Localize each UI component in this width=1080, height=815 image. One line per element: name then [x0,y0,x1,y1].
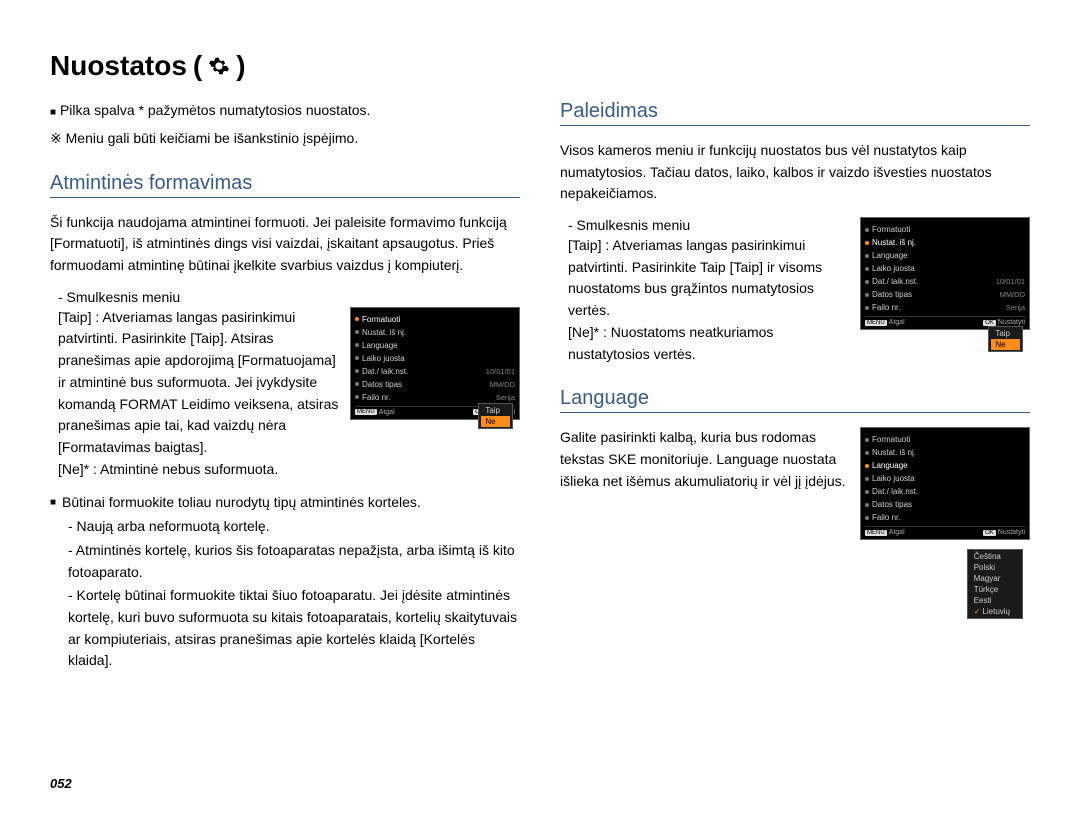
page-number: 052 [50,776,72,791]
format-ne: [Ne]* : Atmintinė nebus suformuota. [58,459,340,481]
heading-reset: Paleidimas [560,100,1030,126]
format-options-row: [Taip] : Atveriamas langas pasirinkimui … [58,307,520,481]
format-taip: [Taip] : Atveriamas langas pasirinkimui … [58,307,340,459]
note-grey-default: ■ Pilka spalva * pažymėtos numatytosios … [50,100,520,124]
title-text: Nuostatos [50,50,187,82]
reset-text-side: - Smulkesnis meniu [Taip] : Atveriamas l… [560,217,848,365]
format-must-block: ■ Būtinai formuokite toliau nurodytų tip… [50,492,520,672]
reset-row: - Smulkesnis meniu [Taip] : Atveriamas l… [560,217,1030,365]
format-options-text: [Taip] : Atveriamas langas pasirinkimui … [58,307,340,481]
format-b1: - Naują arba neformuotą kortelę. [68,516,520,538]
reset-submenu-label: - Smulkesnis meniu [568,217,848,233]
left-column: ■ Pilka spalva * pažymėtos numatytosios … [50,100,520,672]
lcd-format-wrap: FormatuotiNustat. iš nj.LanguageLaiko ju… [350,307,520,420]
format-b3: - Kortelę būtinai formuokite tiktai šiuo… [68,585,520,672]
format-submenu-label: - Smulkesnis meniu [58,289,520,305]
page-title: Nuostatos ( ) [50,50,1030,82]
language-body: Galite pasirinkti kalbą, kuria bus rodom… [560,427,848,492]
lcd-reset: FormatuotiNustat. iš nj.LanguageLaiko ju… [860,217,1030,330]
lcd-reset-wrap: FormatuotiNustat. iš nj.LanguageLaiko ju… [860,217,1030,330]
two-column-layout: ■ Pilka spalva * pažymėtos numatytosios … [50,100,1030,672]
lcd-language-wrap: FormatuotiNustat. iš nj.LanguageLaiko ju… [860,427,1030,540]
heading-format: Atmintinės formavimas [50,172,520,198]
heading-language: Language [560,387,1030,413]
reset-intro: Visos kameros meniu ir funkcijų nuostato… [560,140,1030,205]
format-sub-bullets: - Naują arba neformuotą kortelę. - Atmin… [68,516,520,672]
title-paren-open: ( [193,50,202,82]
format-intro: Ši funkcija naudojama atmintinei formuot… [50,212,520,277]
lcd-language: FormatuotiNustat. iš nj.LanguageLaiko ju… [860,427,1030,540]
title-paren-close: ) [236,50,245,82]
note-menu-change: ※ Meniu gali būti keičiami be išankstini… [50,128,520,150]
format-must-lead: ■ Būtinai formuokite toliau nurodytų tip… [50,492,520,514]
gear-icon [208,55,230,77]
reset-options: [Taip] : Atveriamas langas pasirinkimui … [568,235,848,365]
lcd-format: FormatuotiNustat. iš nj.LanguageLaiko ju… [350,307,520,420]
reset-ne: [Ne]* : Nuostatoms neatkuriamos nustatyt… [568,322,848,365]
reset-taip: [Taip] : Atveriamas langas pasirinkimui … [568,235,848,322]
format-b2: - Atmintinės kortelę, kurios šis fotoapa… [68,540,520,583]
right-column: Paleidimas Visos kameros meniu ir funkci… [560,100,1030,672]
language-row: Galite pasirinkti kalbą, kuria bus rodom… [560,427,1030,540]
